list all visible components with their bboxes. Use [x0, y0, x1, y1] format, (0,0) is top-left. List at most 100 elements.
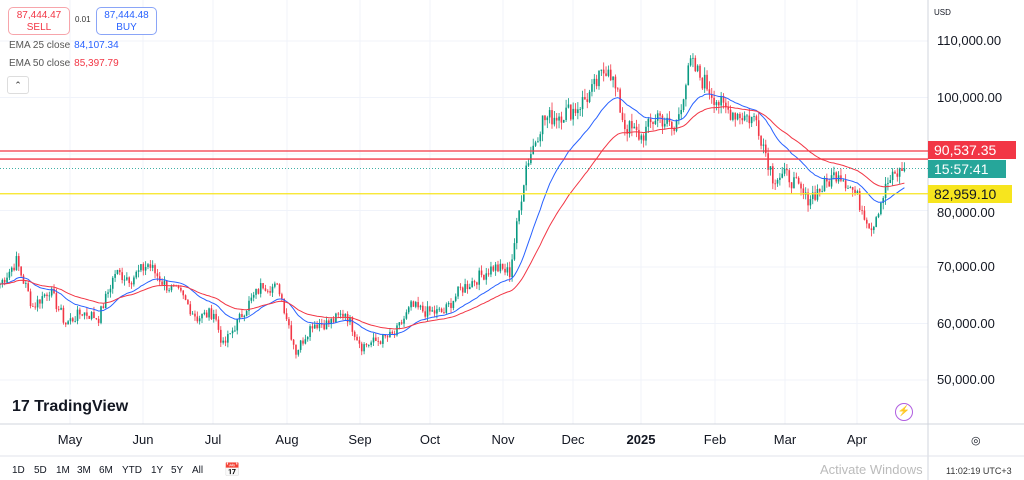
range-all[interactable]: All [192, 465, 204, 476]
range-5d[interactable]: 5D [34, 465, 47, 476]
legend-ema50[interactable]: EMA 50 close 85,397.79 [9, 58, 119, 69]
candle-body [567, 104, 570, 108]
sell-price: 87,444.47 [16, 10, 62, 21]
buy-button[interactable]: 87,444.48 BUY [96, 7, 157, 35]
candle-body [109, 288, 112, 293]
candle-body [349, 317, 351, 323]
candle-body [673, 128, 675, 131]
range-ytd[interactable]: YTD [122, 465, 142, 476]
range-1m[interactable]: 1M [56, 465, 70, 476]
candle-body [203, 312, 206, 314]
collapse-legend-button[interactable]: ⌃ [7, 76, 29, 94]
time-tick: Sep [348, 432, 372, 447]
candle-body [107, 292, 109, 294]
candle-body [405, 312, 408, 319]
candle-body [76, 309, 79, 321]
currency-label[interactable]: USD [934, 8, 951, 17]
candle-body [833, 172, 835, 176]
candle-body [170, 285, 173, 291]
range-6m[interactable]: 6M [99, 465, 113, 476]
candle-body [445, 304, 448, 313]
candle-body [537, 141, 539, 143]
candle-body [229, 333, 232, 335]
candle-body [208, 308, 210, 318]
candle-body [851, 187, 854, 190]
candle-body [177, 285, 180, 288]
lightning-icon[interactable]: ⚡ [895, 403, 913, 421]
time-tick: Jul [204, 432, 222, 447]
candle-body [443, 312, 445, 313]
candle-body [710, 94, 713, 98]
chevron-up-icon: ⌃ [14, 80, 22, 90]
candle-body [480, 270, 483, 275]
candle-body [102, 306, 105, 309]
candle-body [605, 73, 607, 76]
candle-body [377, 340, 379, 342]
candle-body [328, 320, 330, 325]
candle-body [593, 78, 596, 85]
candle-body [269, 291, 271, 293]
candle-body [243, 315, 246, 318]
candle-body [748, 115, 751, 124]
candle-body [584, 97, 586, 100]
candle-body [844, 180, 847, 189]
activate-windows-watermark: Activate Windows [820, 462, 923, 477]
candle-body [34, 306, 37, 308]
clock[interactable]: 11:02:19 UTC+3 [946, 466, 1012, 476]
candle-body [553, 117, 556, 125]
candle-body [182, 290, 185, 296]
candle-body [882, 198, 885, 203]
candle-body [478, 270, 480, 285]
candle-body [227, 334, 229, 343]
candle-body [285, 313, 288, 320]
candle-body [55, 293, 58, 310]
candle-body [396, 325, 398, 336]
range-5y[interactable]: 5Y [171, 465, 184, 476]
candle-body [638, 129, 640, 140]
range-3m[interactable]: 3M [77, 465, 91, 476]
candle-body [128, 277, 130, 284]
candle-body [635, 126, 638, 130]
range-1y[interactable]: 1Y [151, 465, 164, 476]
candle-body [656, 113, 659, 121]
candle-body [776, 179, 779, 184]
candle-body [464, 284, 466, 293]
candle-body [661, 115, 664, 127]
candle-body [877, 214, 880, 218]
candle-body [788, 170, 791, 183]
settings-icon[interactable]: ◎ [971, 435, 981, 447]
calendar-icon[interactable]: 📅 [224, 462, 241, 477]
range-1d[interactable]: 1D [12, 465, 25, 476]
candle-body [248, 300, 250, 311]
price-tick: 100,000.00 [937, 90, 1003, 105]
candle-body [459, 286, 462, 288]
candle-body [104, 293, 107, 309]
candle-body [659, 113, 661, 116]
candle-body [156, 273, 159, 277]
candle-body [431, 310, 434, 312]
candle-body [266, 290, 269, 292]
candle-body [447, 303, 450, 305]
candle-body [93, 312, 95, 319]
legend-ema25[interactable]: EMA 25 close 84,107.34 [9, 40, 119, 51]
candle-body [814, 192, 816, 200]
candle-body [753, 116, 755, 118]
candle-body [666, 117, 668, 124]
buy-price: 87,444.48 [104, 10, 149, 21]
candle-body [680, 110, 683, 115]
candle-body [884, 183, 887, 199]
candle-body [558, 116, 560, 121]
candle-body [887, 182, 889, 184]
candle-body [501, 263, 504, 269]
candle-body [191, 313, 194, 315]
time-tick: Mar [773, 432, 797, 447]
candle-body [555, 117, 558, 121]
candle-body [591, 84, 593, 92]
candle-body [793, 177, 795, 189]
candle-body [429, 306, 431, 312]
candle-body [231, 330, 234, 334]
candle-body [407, 307, 410, 313]
candle-body [13, 267, 15, 271]
sell-button[interactable]: 87,444.47 SELL [8, 7, 70, 35]
